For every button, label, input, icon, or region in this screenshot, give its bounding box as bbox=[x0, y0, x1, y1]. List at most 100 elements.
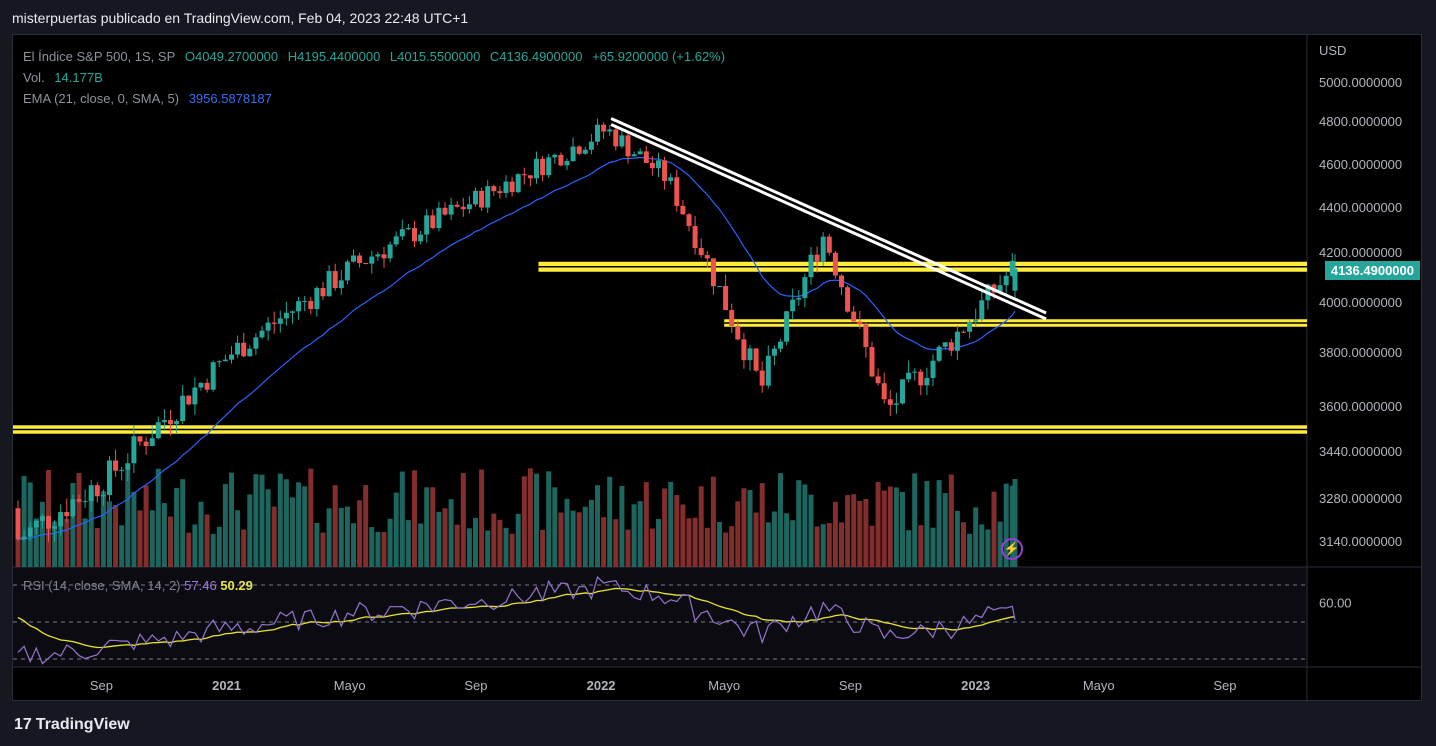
volume-bar bbox=[259, 474, 265, 567]
candle-body bbox=[900, 379, 905, 404]
trendline-lower bbox=[610, 123, 1047, 321]
candle-body bbox=[473, 190, 478, 205]
candle-body bbox=[662, 160, 668, 181]
rsi-label: RSI (14, close, SMA, 14, 2) bbox=[23, 578, 181, 593]
volume-bar bbox=[552, 487, 558, 567]
volume-bar bbox=[991, 491, 997, 567]
volume-bar bbox=[33, 518, 39, 567]
candle-body bbox=[168, 420, 173, 425]
candle-body bbox=[845, 287, 851, 312]
candle-body bbox=[308, 300, 314, 310]
volume-bar bbox=[997, 521, 1003, 567]
volume-bar bbox=[58, 515, 64, 567]
lightning-icon[interactable]: ⚡ bbox=[1001, 538, 1023, 560]
volume-bar bbox=[460, 472, 466, 567]
volume-bar bbox=[387, 518, 393, 567]
volume-bar bbox=[375, 531, 381, 567]
candle-body bbox=[729, 310, 735, 326]
candle-body bbox=[875, 376, 881, 384]
candle-body bbox=[64, 511, 70, 517]
volume-bar bbox=[570, 510, 576, 567]
volume-bar bbox=[619, 485, 625, 567]
candle-body bbox=[784, 311, 790, 342]
volume-bar bbox=[241, 529, 247, 567]
candle-body bbox=[344, 261, 350, 281]
volume-bar bbox=[405, 520, 411, 567]
candle-body bbox=[698, 248, 704, 256]
last-price-tag: 4136.4900000 bbox=[1324, 261, 1420, 280]
candle-body bbox=[601, 124, 607, 132]
candle-body bbox=[643, 151, 649, 163]
candle-body bbox=[503, 181, 509, 194]
price-tick-label: 4200.0000000 bbox=[1319, 245, 1402, 260]
volume-bar bbox=[564, 498, 570, 567]
candle-body bbox=[668, 177, 674, 181]
candle-body bbox=[497, 191, 503, 194]
volume-bar bbox=[412, 470, 417, 567]
candle-body bbox=[399, 229, 405, 237]
candle-body bbox=[631, 154, 637, 157]
volume-bar bbox=[649, 528, 655, 567]
candle-body bbox=[418, 234, 424, 242]
volume-bar bbox=[631, 504, 637, 567]
candle-body bbox=[521, 174, 527, 176]
tradingview-brand[interactable]: 17 TradingView bbox=[14, 716, 130, 734]
volume-bar bbox=[771, 511, 777, 567]
volume-bar bbox=[424, 487, 430, 567]
volume-bar bbox=[222, 484, 228, 567]
volume-bar bbox=[893, 487, 899, 567]
candle-body bbox=[216, 361, 222, 363]
volume-bar bbox=[15, 517, 21, 567]
volume-bar bbox=[216, 526, 222, 567]
candle-body bbox=[283, 312, 289, 319]
volume-bar bbox=[918, 525, 924, 567]
chart-frame[interactable]: USD 5000.0000000 4800.0000000 4600.0000000 4… bbox=[12, 34, 1423, 702]
candle-body bbox=[491, 186, 497, 192]
volume-bar bbox=[509, 533, 515, 567]
candle-body bbox=[100, 495, 106, 497]
candle-body bbox=[174, 421, 180, 425]
candle-body bbox=[161, 420, 167, 423]
volume-bar bbox=[765, 522, 771, 567]
candle-body bbox=[290, 311, 295, 313]
candle-body bbox=[839, 275, 844, 288]
candle-body bbox=[771, 348, 777, 356]
candle-body bbox=[265, 322, 271, 331]
volume-bar bbox=[76, 472, 82, 567]
candle-body bbox=[405, 228, 411, 230]
candle-body bbox=[454, 204, 460, 207]
volume-bar bbox=[832, 501, 838, 567]
candle-body bbox=[241, 342, 247, 357]
time-tick-label: Mayo bbox=[1083, 678, 1115, 693]
candle-body bbox=[881, 383, 887, 400]
price-tick-label: 3140.0000000 bbox=[1319, 534, 1402, 549]
volume-bar bbox=[229, 472, 234, 567]
time-tick-label: Mayo bbox=[708, 678, 740, 693]
volume-bar bbox=[369, 527, 375, 567]
candle-body bbox=[814, 254, 820, 262]
price-tick-label: 3280.0000000 bbox=[1319, 491, 1402, 506]
candle-body bbox=[412, 228, 417, 242]
candle-body bbox=[143, 441, 149, 446]
publisher-line: misterpuertas publicado en TradingView.c… bbox=[12, 10, 469, 26]
volume-bar bbox=[515, 513, 521, 567]
candle-body bbox=[58, 511, 64, 527]
price-tick-label: 4600.0000000 bbox=[1319, 157, 1402, 172]
volume-bar bbox=[906, 530, 912, 567]
candle-body bbox=[637, 151, 643, 155]
volume-bar bbox=[534, 473, 539, 567]
rsi-ma-value: 50.29 bbox=[220, 578, 253, 593]
candle-body bbox=[656, 160, 661, 169]
rsi-legend: RSI (14, close, SMA, 14, 2) 57.46 50.29 bbox=[23, 578, 253, 593]
price-tick-label: 3440.0000000 bbox=[1319, 444, 1402, 459]
candle-body bbox=[393, 236, 399, 245]
chart-canvas[interactable]: USD 5000.0000000 4800.0000000 4600.0000000 4… bbox=[13, 35, 1423, 702]
candle-body bbox=[747, 348, 753, 361]
volume-bar bbox=[174, 487, 180, 567]
candle-body bbox=[778, 341, 783, 349]
candle-body bbox=[936, 346, 942, 361]
candle-body bbox=[229, 354, 234, 360]
volume-bar bbox=[912, 473, 918, 567]
candle-body bbox=[595, 124, 600, 142]
candle-body bbox=[619, 135, 625, 147]
